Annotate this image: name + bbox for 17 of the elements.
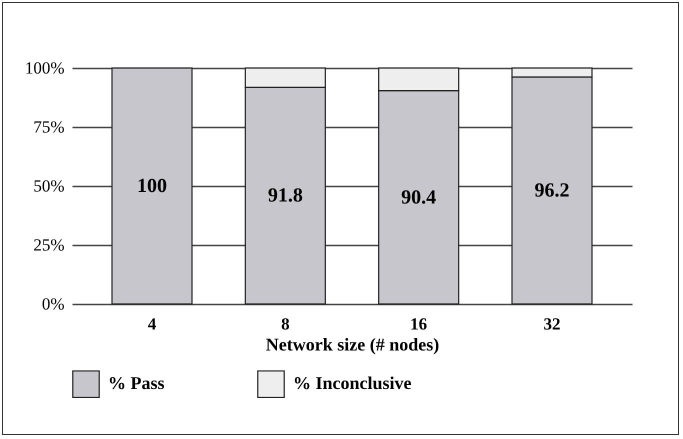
x-tick-label: 8 bbox=[281, 314, 290, 334]
data-label: 96.2 bbox=[534, 179, 570, 202]
data-label: 100 bbox=[137, 175, 167, 197]
y-tick-label: 50% bbox=[33, 176, 64, 196]
bar bbox=[111, 67, 193, 305]
data-label: 90.4 bbox=[401, 186, 436, 208]
data-label: 91.8 bbox=[268, 184, 303, 207]
y-tick-label: 0% bbox=[42, 294, 64, 314]
x-axis-title: Network size (# nodes) bbox=[266, 334, 440, 354]
legend-label: % Inconclusive bbox=[293, 373, 412, 394]
x-tick-label: 16 bbox=[410, 314, 428, 334]
y-tick-label: 100% bbox=[24, 58, 64, 78]
y-tick-label: 75% bbox=[33, 118, 64, 136]
legend-label: % Pass bbox=[108, 373, 165, 394]
x-tick-label: 4 bbox=[148, 314, 157, 334]
y-tick-label: 25% bbox=[33, 236, 64, 254]
x-tick-label: 32 bbox=[544, 314, 560, 334]
